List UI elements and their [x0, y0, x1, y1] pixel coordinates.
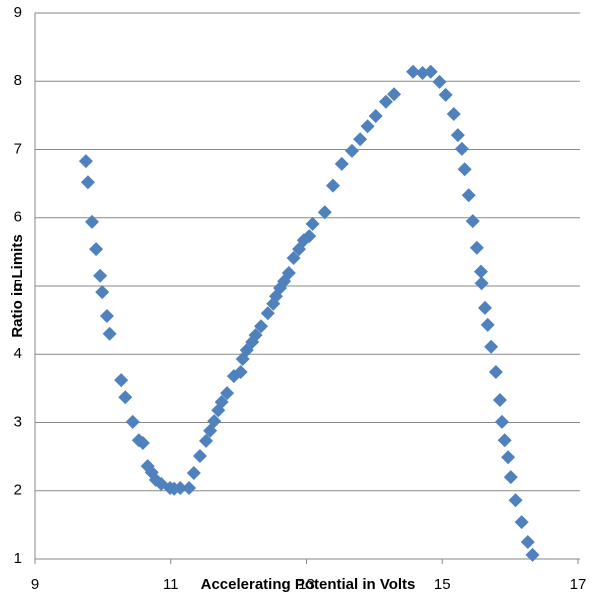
- y-tick-label: 2: [14, 482, 22, 499]
- point: [469, 240, 484, 255]
- x-tick-label: 15: [434, 576, 451, 593]
- point: [438, 87, 453, 102]
- point: [99, 309, 114, 324]
- point: [508, 493, 523, 508]
- point: [525, 547, 540, 562]
- point: [199, 433, 214, 448]
- point: [281, 266, 296, 281]
- y-tick-label: 4: [14, 345, 22, 362]
- point: [461, 188, 476, 203]
- point: [423, 64, 438, 79]
- point: [360, 119, 375, 134]
- point: [95, 285, 110, 300]
- point: [118, 390, 133, 405]
- point: [93, 268, 108, 283]
- point: [325, 178, 340, 193]
- x-tick-label: 17: [570, 576, 587, 593]
- point: [102, 326, 117, 341]
- point: [182, 481, 197, 496]
- point: [78, 154, 93, 169]
- point: [260, 306, 275, 321]
- point: [514, 515, 529, 530]
- point: [334, 156, 349, 171]
- point: [474, 276, 489, 291]
- point: [368, 109, 383, 124]
- point: [480, 317, 495, 332]
- point: [173, 481, 188, 496]
- point: [233, 364, 248, 379]
- point: [85, 214, 100, 229]
- point: [207, 414, 222, 429]
- point: [492, 392, 507, 407]
- point: [220, 386, 235, 401]
- point: [248, 328, 263, 343]
- point: [286, 251, 301, 266]
- point: [317, 205, 332, 220]
- point: [494, 414, 509, 429]
- point: [89, 242, 104, 257]
- y-tick-label: 3: [14, 413, 22, 430]
- y-tick-label: 1: [14, 550, 22, 567]
- x-tick-label: 11: [163, 576, 179, 593]
- point: [302, 229, 317, 244]
- point: [305, 216, 320, 231]
- point: [114, 373, 129, 388]
- point: [378, 94, 393, 109]
- point: [245, 334, 260, 349]
- point: [503, 470, 518, 485]
- point: [80, 175, 95, 190]
- point: [254, 319, 269, 334]
- point: [478, 300, 493, 315]
- point: [465, 214, 480, 229]
- point: [457, 162, 472, 177]
- x-tick-label: 9: [31, 576, 39, 593]
- point: [406, 64, 421, 79]
- y-tick-label: 7: [14, 140, 22, 157]
- y-axis-title: Ratio in Limits: [9, 234, 26, 337]
- x-tick-label: 13: [298, 576, 315, 593]
- point: [432, 74, 447, 89]
- point: [501, 450, 516, 465]
- point: [192, 448, 207, 463]
- point: [214, 395, 229, 410]
- point: [454, 141, 469, 156]
- point: [484, 339, 499, 354]
- y-tick-label: 6: [14, 209, 22, 226]
- point: [186, 466, 201, 481]
- y-tick-label: 5: [14, 277, 22, 294]
- x-axis-title: Accelerating Potential in Volts: [201, 576, 416, 593]
- y-tick-label: 8: [14, 72, 22, 89]
- point: [353, 132, 368, 147]
- point: [125, 414, 140, 429]
- point: [497, 433, 512, 448]
- point: [520, 534, 535, 549]
- point: [473, 264, 488, 279]
- point: [488, 364, 503, 379]
- point: [446, 107, 461, 122]
- point: [450, 128, 465, 143]
- y-tick-label: 9: [14, 4, 22, 21]
- point: [344, 143, 359, 158]
- point: [387, 87, 402, 102]
- point: [135, 435, 150, 450]
